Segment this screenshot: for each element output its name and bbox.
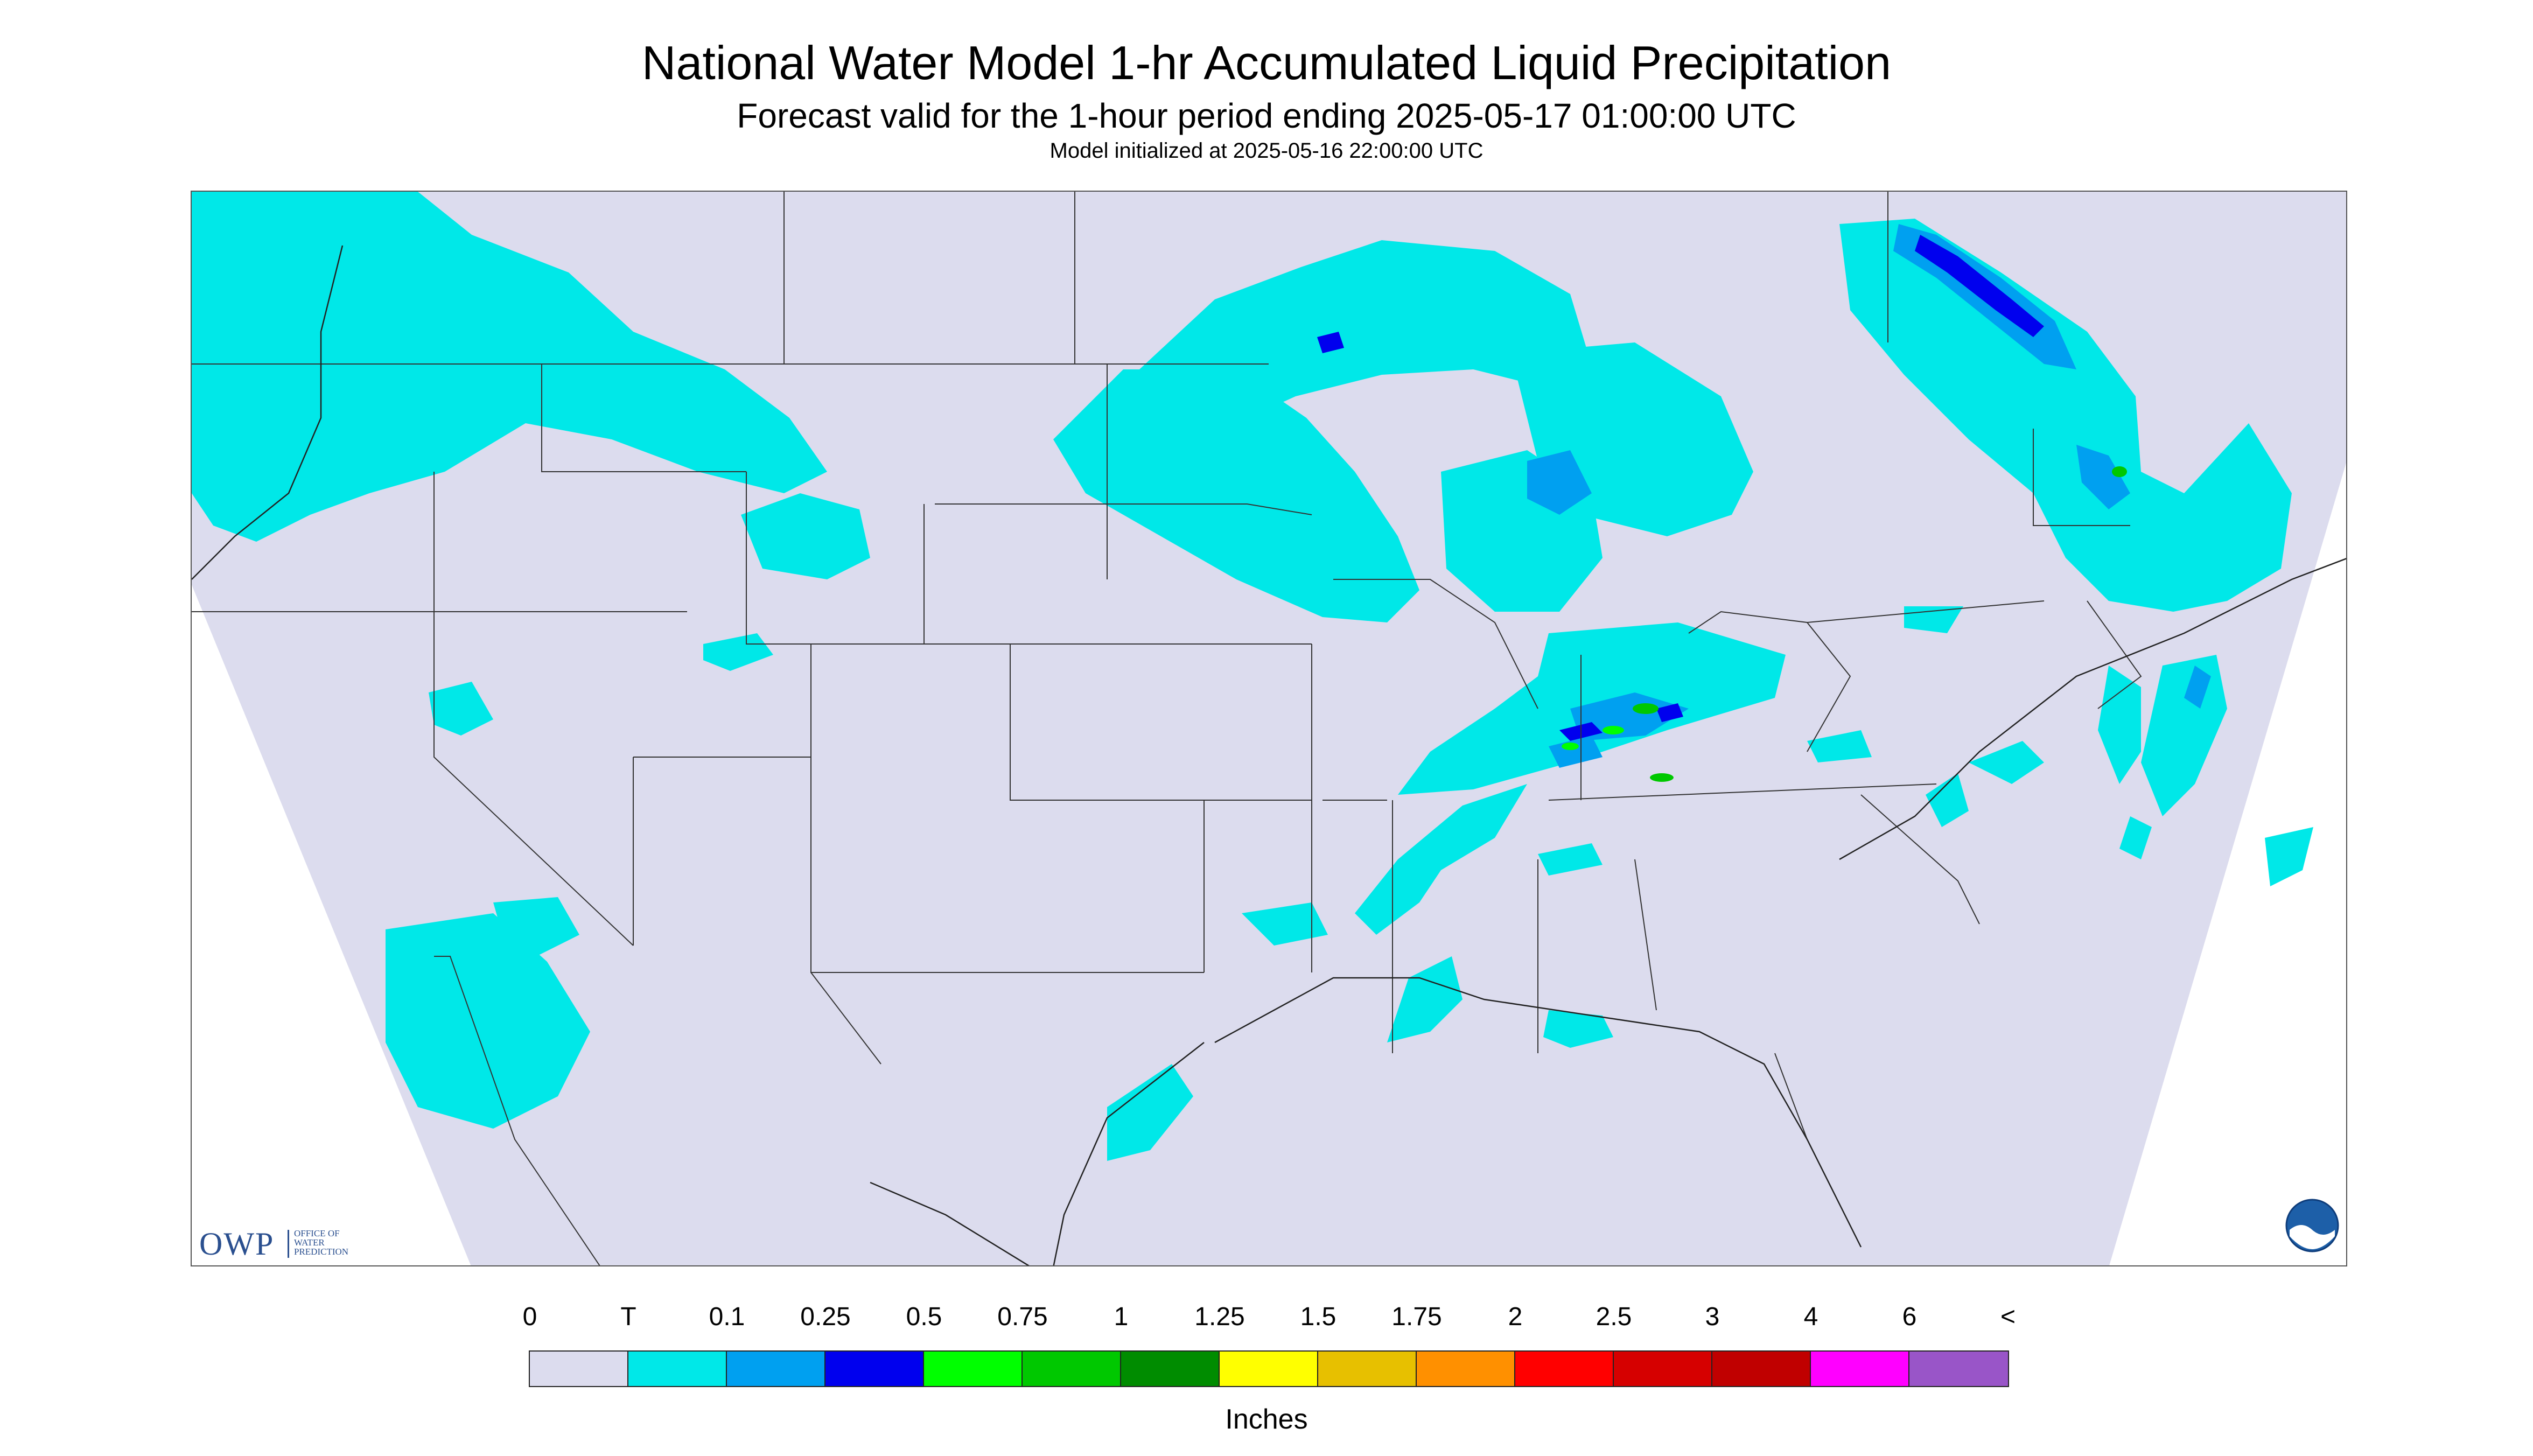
legend-swatch	[1515, 1352, 1614, 1386]
legend-tick-label: 1	[1114, 1303, 1129, 1331]
map-title: National Water Model 1-hr Accumulated Li…	[641, 36, 1892, 89]
precipitation-map	[191, 191, 2347, 1266]
legend-tick-label: 1.75	[1391, 1303, 1442, 1331]
owp-logo-subtext: OFFICE OF WATER PREDICTION	[294, 1228, 349, 1257]
legend-tick-label: 0.1	[709, 1303, 745, 1331]
legend-tick-label: 1.25	[1194, 1303, 1245, 1331]
legend-tick-label: 1.5	[1300, 1303, 1337, 1331]
map-canvas	[192, 192, 2346, 1265]
legend-units-label: Inches	[1225, 1404, 1308, 1435]
legend-tick-label: 0	[522, 1303, 537, 1331]
legend-tick-label: 6	[1902, 1303, 1917, 1331]
coastlines	[192, 245, 2346, 1265]
legend-swatch	[530, 1352, 628, 1386]
legend-tick-label: 3	[1705, 1303, 1720, 1331]
legend-tick-label: 0.75	[997, 1303, 1048, 1331]
legend-swatch	[1909, 1352, 2008, 1386]
legend-tick-label: 2.5	[1596, 1303, 1632, 1331]
map-subtitle: Forecast valid for the 1-hour period end…	[737, 96, 1796, 135]
owp-logo-text: OWP	[199, 1226, 275, 1262]
legend-swatch	[1712, 1352, 1811, 1386]
legend-colorbar	[529, 1350, 2009, 1387]
legend-swatch	[1220, 1352, 1318, 1386]
legend-tick-labels: 0 T 0.1 0.25 0.5 0.75 1 1.25 1.5 1.75 2 2.5 3 4 6 <	[0, 1302, 2533, 1334]
legend-tick-label: <	[2000, 1303, 2016, 1331]
legend-swatch	[1318, 1352, 1417, 1386]
precip-heavy-areas	[1317, 235, 2044, 741]
legend-tick-label: 0.25	[800, 1303, 851, 1331]
legend-swatch	[1811, 1352, 1909, 1386]
legend-swatch	[727, 1352, 825, 1386]
legend-tick-label: T	[620, 1303, 636, 1331]
legend-tick-label: 4	[1803, 1303, 1818, 1331]
precip-intense-cores	[1562, 466, 2127, 782]
state-boundaries	[192, 192, 2142, 1265]
legend-swatch	[1417, 1352, 1515, 1386]
legend-swatch	[825, 1352, 924, 1386]
precip-trace-areas	[192, 192, 2313, 1161]
legend-tick-label: 0.5	[906, 1303, 942, 1331]
noaa-logo-icon	[2285, 1199, 2339, 1252]
legend-swatch	[628, 1352, 727, 1386]
legend-swatch	[924, 1352, 1023, 1386]
legend-swatch	[1614, 1352, 1712, 1386]
legend-tick-label: 2	[1508, 1303, 1523, 1331]
legend-swatch	[1023, 1352, 1121, 1386]
model-init-time: Model initialized at 2025-05-16 22:00:00…	[1049, 139, 1484, 163]
legend-swatch	[1121, 1352, 1220, 1386]
